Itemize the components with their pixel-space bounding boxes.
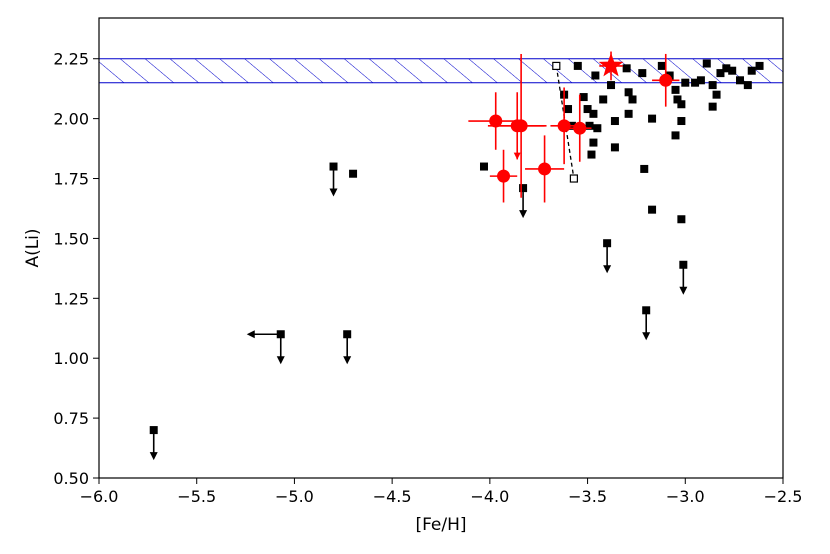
data-point-square — [677, 100, 686, 109]
y-axis-label: A(Li) — [23, 228, 43, 267]
x-tick-label: −4.5 — [373, 487, 412, 506]
data-point-square — [696, 76, 705, 85]
x-tick-label: −2.5 — [764, 487, 803, 506]
y-tick-label: 1.25 — [53, 289, 89, 308]
x-tick-label: −5.5 — [177, 487, 216, 506]
upper-limit-arrow-head — [343, 356, 352, 365]
data-point-square — [638, 69, 647, 78]
data-point-square — [708, 81, 717, 90]
data-point-square — [479, 162, 488, 171]
data-point-square — [589, 138, 598, 147]
data-point-square — [671, 131, 680, 140]
red-circle-marker — [489, 114, 503, 128]
y-tick-label: 2.25 — [53, 50, 89, 69]
red-circle-marker — [659, 73, 673, 87]
data-point-square — [657, 61, 666, 70]
y-tick-label: 1.50 — [53, 229, 89, 248]
upper-limit-square — [603, 239, 612, 248]
binary-open-square — [569, 174, 578, 183]
data-point-square — [673, 95, 682, 104]
star-marker — [598, 52, 624, 77]
plot-background — [99, 18, 783, 478]
x-tick-label: −6.0 — [80, 487, 119, 506]
data-point-square — [671, 85, 680, 94]
data-point-square — [677, 215, 686, 224]
red-circle-marker — [573, 121, 587, 135]
data-point-square — [585, 121, 594, 130]
x-tick-label: −3.5 — [568, 487, 607, 506]
data-point-square — [610, 117, 619, 126]
plateau-band-hatch — [99, 58, 783, 83]
data-point-square — [593, 124, 602, 133]
data-point-square — [564, 105, 573, 114]
data-point-square — [607, 81, 616, 90]
data-point-square — [640, 164, 649, 173]
data-point-square — [624, 109, 633, 118]
data-point-square — [599, 95, 608, 104]
data-point-square — [722, 64, 731, 73]
feh-limit-arrow-head — [246, 330, 255, 339]
data-point-square — [708, 102, 717, 111]
upper-limit-square — [329, 162, 338, 171]
y-tick-label: 0.50 — [53, 469, 89, 488]
data-point-square — [712, 90, 721, 99]
red-limit-arrow-head — [513, 152, 521, 160]
upper-limit-arrow-head — [603, 265, 612, 274]
x-tick-label: −5.0 — [275, 487, 314, 506]
data-point-square — [755, 61, 764, 70]
data-point-square — [691, 78, 700, 87]
data-point-square — [587, 150, 596, 159]
y-tick-label: 1.00 — [53, 349, 89, 368]
data-point-square — [573, 61, 582, 70]
red-circle-marker — [538, 162, 552, 176]
data-point-square — [743, 81, 752, 90]
x-tick-label: −3.0 — [666, 487, 705, 506]
y-tick-label: 1.75 — [53, 170, 89, 189]
upper-limit-square — [149, 426, 158, 435]
red-circle-marker — [557, 119, 571, 133]
upper-limit-arrow-head — [329, 188, 338, 197]
data-point-square — [716, 69, 725, 78]
data-point-square — [349, 169, 358, 178]
data-point-square — [648, 205, 657, 214]
x-tick-label: −4.0 — [470, 487, 509, 506]
data-point-square — [610, 143, 619, 152]
data-point-square — [624, 88, 633, 97]
red-circle-marker — [497, 169, 511, 183]
y-tick-label: 2.00 — [53, 110, 89, 129]
upper-limit-square — [519, 184, 528, 193]
data-point-square — [736, 76, 745, 85]
data-point-square — [747, 66, 756, 75]
upper-limit-square — [642, 306, 651, 315]
upper-limit-square — [343, 330, 352, 339]
data-point-square — [677, 117, 686, 126]
data-point-square — [622, 64, 631, 73]
upper-limit-arrow-head — [642, 332, 651, 341]
red-circle-marker — [514, 119, 528, 133]
binary-open-square — [552, 61, 561, 71]
data-point-square — [702, 59, 711, 68]
plot-frame — [98, 17, 784, 479]
data-point-square — [591, 71, 600, 80]
data-point-square — [628, 95, 637, 104]
upper-limit-square — [679, 260, 688, 269]
upper-limit-arrow-head — [519, 210, 528, 219]
data-point-square — [579, 93, 588, 102]
data-point-square — [583, 105, 592, 114]
data-point-square — [648, 114, 657, 123]
x-axis-label: [Fe/H] — [415, 515, 466, 535]
data-point-square — [681, 78, 690, 87]
data-point-square — [728, 66, 737, 75]
y-tick-label: 0.75 — [53, 409, 89, 428]
upper-limit-arrow-head — [149, 452, 158, 461]
data-point-square — [589, 109, 598, 118]
upper-limit-arrow-head — [679, 286, 688, 295]
upper-limit-arrow-head — [276, 356, 285, 365]
